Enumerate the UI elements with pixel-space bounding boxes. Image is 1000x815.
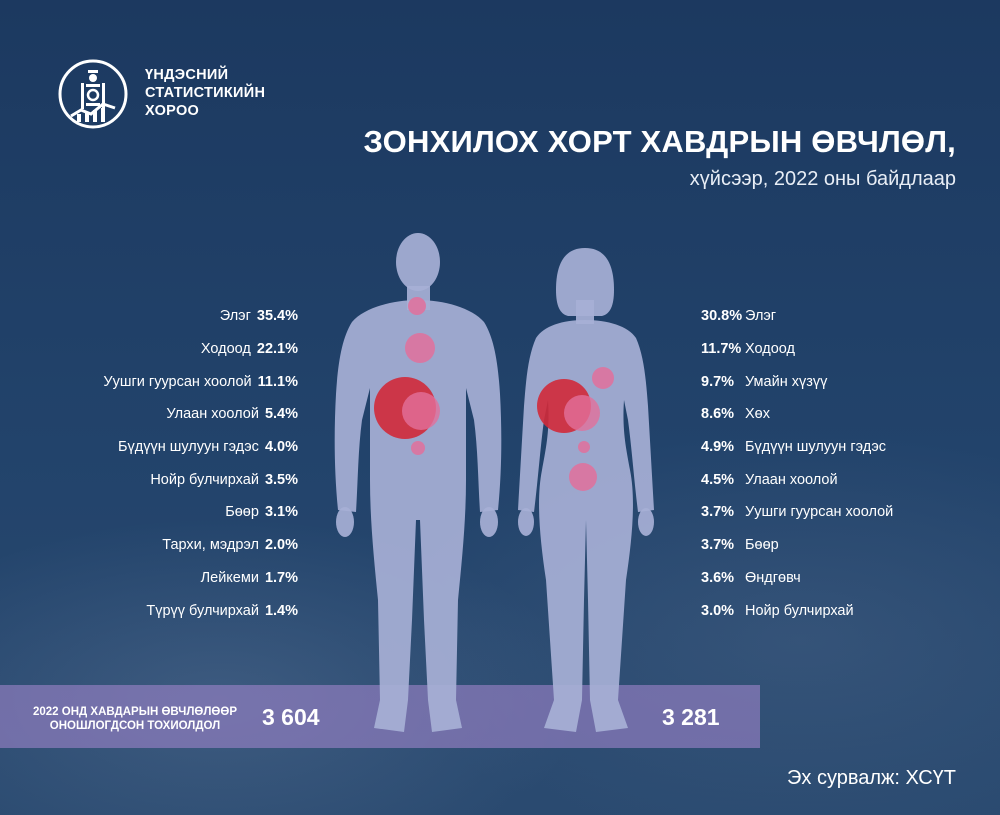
page-title: ЗОНХИЛОХ ХОРТ ХАВДРЫН ӨВЧЛӨЛ, [363,124,956,159]
site-percent: 3.7% [701,504,735,521]
totals-label-line: 2022 ОНД ХАВДАРЫН ӨВЧЛӨЛӨӨР [32,706,237,718]
totals-label: 2022 ОНД ХАВДАРЫН ӨВЧЛӨЛӨӨР ОНОШЛОГДСОН … [10,705,260,733]
female-total-count: 3 281 [662,704,720,730]
site-name: Хөх [745,406,770,423]
site-percent: 8.6% [701,406,735,423]
female-site-colorectal [578,441,590,453]
male-site-colorectal [411,441,425,455]
list-item: 9.7% Умайн хүзүү [701,365,981,398]
site-name: Ходоод [745,341,795,358]
list-item: 3.7% Бөөр [701,529,981,562]
site-percent: 4.0% [264,439,298,456]
site-percent: 5.4% [264,406,298,423]
site-percent: 22.1% [256,341,298,358]
site-name: Ходоод [200,341,251,358]
list-item: 4.9% Бүдүүн шулуун гэдэс [701,431,981,464]
list-item: Түрүү булчирхай 1.4% [0,594,298,627]
list-item: 4.5% Улаан хоолой [701,463,981,496]
list-item: 3.7% Уушги гуурсан хоолой [701,496,981,529]
male-site-esophagus [408,297,426,315]
site-name: Бүдүүн шулуун гэдэс [117,439,259,456]
site-percent: 3.7% [701,537,735,554]
list-item: 11.7% Ходоод [701,333,981,366]
list-item: Лейкеми 1.7% [0,562,298,595]
list-item: Бүдүүн шулуун гэдэс 4.0% [0,431,298,464]
organization-name-line: ХОРОО [145,103,200,119]
site-name: Элэг [219,308,251,325]
site-percent: 9.7% [701,373,735,390]
site-percent: 4.5% [701,471,735,488]
site-name: Элэг [745,308,777,325]
site-name: Умайн хүзүү [745,373,828,390]
site-name: Бөөр [225,504,259,521]
list-item: Нойр булчирхай 3.5% [0,463,298,496]
list-item: Тархи, мэдрэл 2.0% [0,529,298,562]
female-cancer-list: 30.8% Элэг 11.7% Ходоод 9.7% Умайн хүзүү 8.… [701,300,981,627]
site-percent: 3.6% [701,569,735,586]
site-percent: 1.4% [264,602,298,619]
list-item: 3.6% Өндгөвч [701,562,981,595]
site-name: Нойр булчирхай [745,602,854,619]
male-cancer-list: Элэг 35.4% Ходоод 22.1% Уушги гуурсан хоол… [0,300,298,627]
list-item: 3.0% Нойр булчирхай [701,594,981,627]
female-site-stomach [564,395,600,431]
source-note: Эх сурвалж: ХСҮТ [787,767,956,789]
female-site-breast [592,367,614,389]
totals-label-line: ОНОШЛОГДСОН ТОХИОЛДОЛ [49,720,221,732]
list-item: 30.8% Элэг [701,300,981,333]
list-item: Элэг 35.4% [0,300,298,333]
site-name: Уушги гуурсан хоолой [745,504,894,521]
male-site-stomach [405,333,435,363]
site-name: Тархи, мэдрэл [162,537,259,554]
site-percent: 30.8% [701,308,743,325]
site-name: Уушги гуурсан хоолой [103,373,252,390]
list-item: Уушги гуурсан хоолой 11.1% [0,365,298,398]
site-name: Улаан хоолой [745,471,838,488]
site-name: Бүдүүн шулуун гэдэс [745,439,886,456]
list-item: Бөөр 3.1% [0,496,298,529]
site-percent: 11.7% [701,341,742,358]
organization-name-line: ҮНДЭСНИЙ [145,67,229,83]
list-item: Улаан хоолой 5.4% [0,398,298,431]
site-name: Бөөр [745,537,779,554]
organization-name-line: СТАТИСТИКИЙН [145,85,266,101]
site-percent: 3.0% [701,602,735,619]
site-percent: 11.1% [257,373,298,390]
site-name: Түрүү булчирхай [146,602,259,619]
site-percent: 3.1% [264,504,298,521]
female-site-cervix [569,463,597,491]
site-percent: 4.9% [701,439,735,456]
site-percent: 35.4% [256,308,298,325]
soyombo-emblem-icon [58,59,128,129]
site-percent: 3.5% [264,471,298,488]
site-name: Өндгөвч [745,569,801,586]
list-item: Ходоод 22.1% [0,333,298,366]
male-site-lung [402,392,440,430]
site-percent: 1.7% [264,569,298,586]
male-total-count: 3 604 [262,704,320,730]
list-item: 8.6% Хөх [701,398,981,431]
site-percent: 2.0% [264,537,298,554]
site-name: Лейкеми [200,569,259,586]
site-name: Улаан хоолой [166,406,259,423]
site-name: Нойр булчирхай [150,471,259,488]
organization-name: ҮНДЭСНИЙ СТАТИСТИКИЙН ХОРОО [145,66,265,120]
page-subtitle: хүйсээр, 2022 оны байдлаар [689,168,956,190]
